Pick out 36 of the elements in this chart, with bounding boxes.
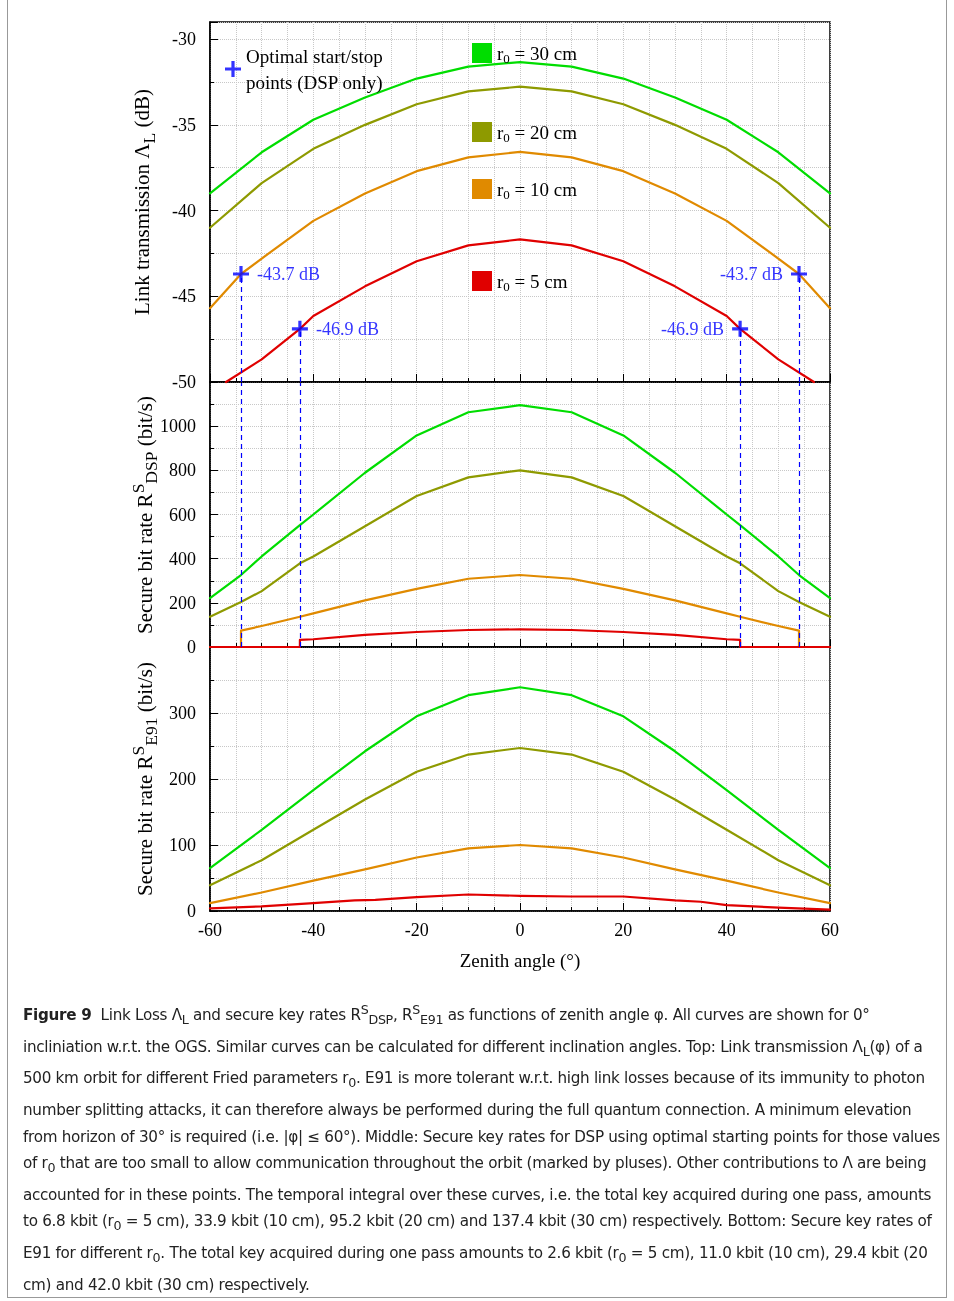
y-tick-label: 100: [169, 835, 196, 855]
x-tick-label: 20: [614, 920, 633, 940]
y-tick-label: -35: [172, 114, 196, 135]
line-series: [224, 238, 816, 384]
x-tick-label: 40: [717, 920, 736, 940]
line-series: [208, 404, 832, 600]
y-tick-label: 1000: [160, 416, 196, 437]
x-tick-label: -60: [198, 920, 222, 940]
data-label: -43.7 dB: [257, 264, 320, 284]
x-tick-label: 60: [821, 920, 839, 940]
caption: Figure 9: [23, 1006, 92, 1025]
y-tick-label: 800: [169, 460, 196, 481]
data-label: -46.9 dB: [315, 318, 379, 339]
y-tick-label: -50: [172, 372, 196, 392]
x-tick-label: -20: [404, 920, 429, 940]
y-tick-label: 400: [169, 548, 196, 569]
legend-label: Optimal start/stop points (DSP only): [246, 45, 388, 94]
y-tick-label: 0: [187, 637, 196, 657]
line-series: [208, 469, 832, 618]
y-tick-label: -45: [172, 286, 196, 307]
y-tick-label: 200: [169, 592, 196, 613]
x-tick-label: 0: [515, 920, 525, 940]
data-label: -43.7 dB: [720, 264, 783, 284]
y-tick-label: 300: [169, 703, 196, 723]
y-tick-label: 0: [187, 901, 196, 921]
data-label: -46.9 dB: [661, 318, 725, 339]
y-tick-label: 200: [169, 769, 196, 789]
y-tick-label: -30: [172, 29, 196, 50]
line-series: [208, 746, 832, 887]
line-series: [208, 686, 832, 870]
line-series: [208, 843, 832, 905]
x-tick-label: -40: [301, 920, 326, 940]
y-tick-label: -40: [172, 200, 196, 221]
y-tick-label: 600: [169, 504, 196, 525]
line-series: [208, 150, 832, 310]
x-axis-title: Zenith angle (°): [459, 950, 581, 972]
